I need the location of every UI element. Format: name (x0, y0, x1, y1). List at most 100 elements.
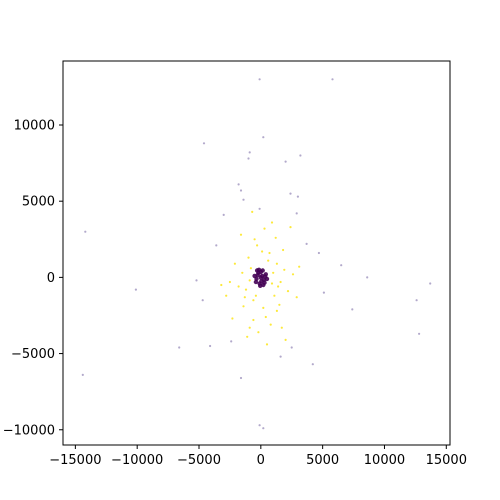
data-point (295, 212, 298, 215)
data-point (233, 262, 236, 265)
data-point (258, 269, 263, 275)
data-point (272, 271, 275, 274)
data-point (252, 299, 255, 302)
data-point (237, 285, 240, 288)
data-point (305, 242, 308, 245)
data-point (265, 343, 269, 346)
data-point (282, 248, 285, 252)
data-point (239, 376, 243, 380)
data-point (283, 268, 286, 271)
x-tick-label: −15000 (49, 453, 101, 468)
data-point (311, 363, 314, 366)
data-point (247, 157, 250, 160)
data-point (269, 323, 272, 326)
data-point (351, 308, 354, 311)
data-point (252, 318, 255, 322)
data-point (253, 279, 259, 285)
data-point (209, 344, 212, 348)
data-point (275, 309, 278, 312)
data-point (267, 259, 270, 262)
data-point (246, 335, 249, 338)
data-point (254, 268, 260, 273)
data-point (248, 151, 251, 154)
data-point (331, 78, 334, 81)
data-point (231, 317, 234, 320)
data-point (248, 279, 251, 282)
data-point (262, 306, 265, 309)
data-point (249, 267, 252, 270)
data-point (220, 283, 223, 287)
data-point (340, 264, 343, 267)
x-tick-label: 15000 (426, 453, 467, 468)
data-point (279, 355, 282, 358)
data-point (366, 276, 369, 279)
data-point (243, 296, 246, 299)
data-point (228, 280, 231, 284)
y-axis: −10000 −5000 0 5000 10000 (3, 119, 63, 438)
data-point (286, 290, 290, 293)
data-point (298, 265, 301, 268)
x-tick-label: −10000 (111, 453, 163, 468)
data-point (290, 346, 293, 349)
x-tick-label: 10000 (364, 453, 405, 468)
data-point (284, 338, 287, 341)
data-point (258, 424, 261, 427)
data-point (222, 213, 225, 216)
data-point (195, 279, 198, 282)
data-point (258, 283, 263, 288)
data-point (248, 326, 251, 329)
data-point (251, 210, 254, 213)
data-point (273, 294, 276, 297)
data-point (215, 244, 218, 247)
data-point (84, 230, 87, 233)
data-point (270, 282, 274, 285)
data-point (268, 251, 271, 255)
data-point (429, 282, 432, 285)
data-point (264, 276, 270, 282)
x-tick-label: 0 (257, 453, 265, 468)
data-point (261, 250, 264, 253)
data-point (230, 340, 233, 343)
data-point (284, 160, 287, 163)
data-point (258, 207, 261, 210)
data-point (322, 291, 325, 294)
data-point (247, 256, 250, 259)
data-point (418, 332, 421, 335)
data-point (239, 233, 243, 236)
data-point (278, 303, 281, 306)
data-point (280, 326, 283, 329)
x-tick-label: 5000 (306, 453, 339, 468)
data-point (134, 288, 137, 291)
data-point (242, 198, 245, 201)
data-point (257, 331, 260, 334)
y-tick-label: 0 (47, 271, 55, 286)
data-point (258, 78, 261, 81)
data-point (289, 226, 292, 229)
data-point (295, 296, 298, 299)
data-point (270, 221, 274, 224)
data-point (225, 294, 228, 297)
data-point (253, 238, 256, 241)
data-point (201, 299, 204, 302)
data-point (178, 346, 181, 349)
data-point (289, 192, 292, 195)
data-point (242, 305, 245, 308)
data-point (256, 244, 259, 247)
data-point (415, 299, 418, 302)
data-point (317, 251, 320, 255)
data-point (275, 262, 278, 265)
data-point (279, 280, 282, 284)
data-point (299, 154, 302, 157)
y-tick-label: −5000 (11, 347, 55, 362)
data-point (262, 427, 265, 430)
data-point (263, 227, 266, 230)
y-tick-label: 5000 (22, 195, 55, 210)
data-point (239, 189, 243, 192)
data-point (274, 236, 277, 239)
data-point (244, 288, 248, 291)
plot-frame (62, 60, 451, 446)
data-point (241, 271, 244, 274)
data-point (237, 183, 240, 186)
data-point (296, 195, 299, 198)
